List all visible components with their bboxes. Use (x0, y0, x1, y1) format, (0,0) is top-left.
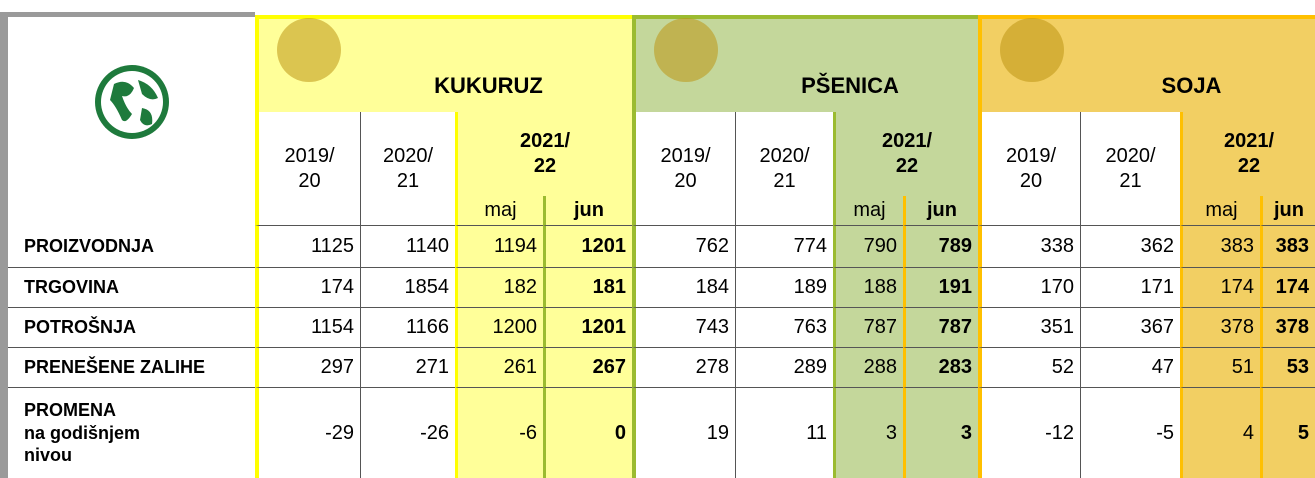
value-cell: 11 (735, 388, 833, 478)
year-header: 2019/ 20 (632, 112, 735, 226)
value-cell: 297 (255, 348, 360, 388)
value-cell: 1201 (543, 226, 632, 268)
value-cell: 789 (903, 226, 978, 268)
value-cell: 174 (1180, 268, 1260, 308)
value-cell: 191 (903, 268, 978, 308)
value-cell: 763 (735, 308, 833, 348)
value-cell: 288 (833, 348, 903, 388)
value-cell: 19 (632, 388, 735, 478)
year-header: 2021/ 22 (833, 112, 978, 196)
table-screenshot: KUKURUZ2019/ 202020/ 212021/ 22majjunPŠE… (0, 0, 1315, 478)
value-cell: 283 (903, 348, 978, 388)
value-cell: 338 (978, 226, 1080, 268)
value-cell: 4 (1180, 388, 1260, 478)
value-cell: 0 (543, 388, 632, 478)
value-cell: 52 (978, 348, 1080, 388)
value-cell: 367 (1080, 308, 1180, 348)
crop-icon (654, 18, 718, 82)
value-cell: 1201 (543, 308, 632, 348)
value-cell: 774 (735, 226, 833, 268)
value-cell: 787 (903, 308, 978, 348)
year-header: 2019/ 20 (255, 112, 360, 226)
crop-icon (1000, 18, 1064, 82)
value-cell: 5 (1260, 388, 1315, 478)
year-header: 2021/ 22 (1180, 112, 1315, 196)
value-cell: 174 (255, 268, 360, 308)
value-cell: 181 (543, 268, 632, 308)
year-header: 2021/ 22 (455, 112, 632, 196)
group-title: PŠENICA (727, 60, 973, 112)
value-cell: 383 (1260, 226, 1315, 268)
value-cell: 362 (1080, 226, 1180, 268)
value-cell: 53 (1260, 348, 1315, 388)
value-cell: 1154 (255, 308, 360, 348)
value-cell: -12 (978, 388, 1080, 478)
crop-icon (277, 18, 341, 82)
value-cell: 762 (632, 226, 735, 268)
value-cell: 47 (1080, 348, 1180, 388)
value-cell: 171 (1080, 268, 1180, 308)
month-header: jun (1260, 196, 1315, 226)
value-cell: 378 (1260, 308, 1315, 348)
value-cell: 189 (735, 268, 833, 308)
row-label: PROIZVODNJA (8, 226, 255, 268)
value-cell: 267 (543, 348, 632, 388)
value-cell: 1194 (455, 226, 543, 268)
value-cell: 3 (833, 388, 903, 478)
value-cell: -6 (455, 388, 543, 478)
row-label: TRGOVINA (8, 268, 255, 308)
value-cell: 261 (455, 348, 543, 388)
value-cell: 787 (833, 308, 903, 348)
value-cell: 790 (833, 226, 903, 268)
globe-icon (92, 62, 172, 142)
value-cell: 278 (632, 348, 735, 388)
month-header: maj (833, 196, 903, 226)
month-header: maj (455, 196, 543, 226)
month-header: jun (543, 196, 632, 226)
value-cell: 174 (1260, 268, 1315, 308)
value-cell: 184 (632, 268, 735, 308)
value-cell: -26 (360, 388, 455, 478)
value-cell: 378 (1180, 308, 1260, 348)
value-cell: 289 (735, 348, 833, 388)
value-cell: 271 (360, 348, 455, 388)
row-label: PROMENA na godišnjem nivou (8, 388, 255, 478)
value-cell: 351 (978, 308, 1080, 348)
value-cell: 1140 (360, 226, 455, 268)
value-cell: -29 (255, 388, 360, 478)
value-cell: 1854 (360, 268, 455, 308)
value-cell: -5 (1080, 388, 1180, 478)
year-header: 2020/ 21 (1080, 112, 1180, 226)
value-cell: 170 (978, 268, 1080, 308)
month-header: maj (1180, 196, 1260, 226)
year-header: 2019/ 20 (978, 112, 1080, 226)
value-cell: 1125 (255, 226, 360, 268)
row-label: POTROŠNJA (8, 308, 255, 348)
value-cell: 51 (1180, 348, 1260, 388)
value-cell: 182 (455, 268, 543, 308)
year-header: 2020/ 21 (360, 112, 455, 226)
row-label: PRENEŠENE ZALIHE (8, 348, 255, 388)
group-title: SOJA (1073, 60, 1310, 112)
group-title: KUKURUZ (350, 60, 627, 112)
month-header: jun (903, 196, 978, 226)
value-cell: 743 (632, 308, 735, 348)
year-header: 2020/ 21 (735, 112, 833, 226)
value-cell: 1200 (455, 308, 543, 348)
value-cell: 1166 (360, 308, 455, 348)
value-cell: 383 (1180, 226, 1260, 268)
value-cell: 3 (903, 388, 978, 478)
value-cell: 188 (833, 268, 903, 308)
